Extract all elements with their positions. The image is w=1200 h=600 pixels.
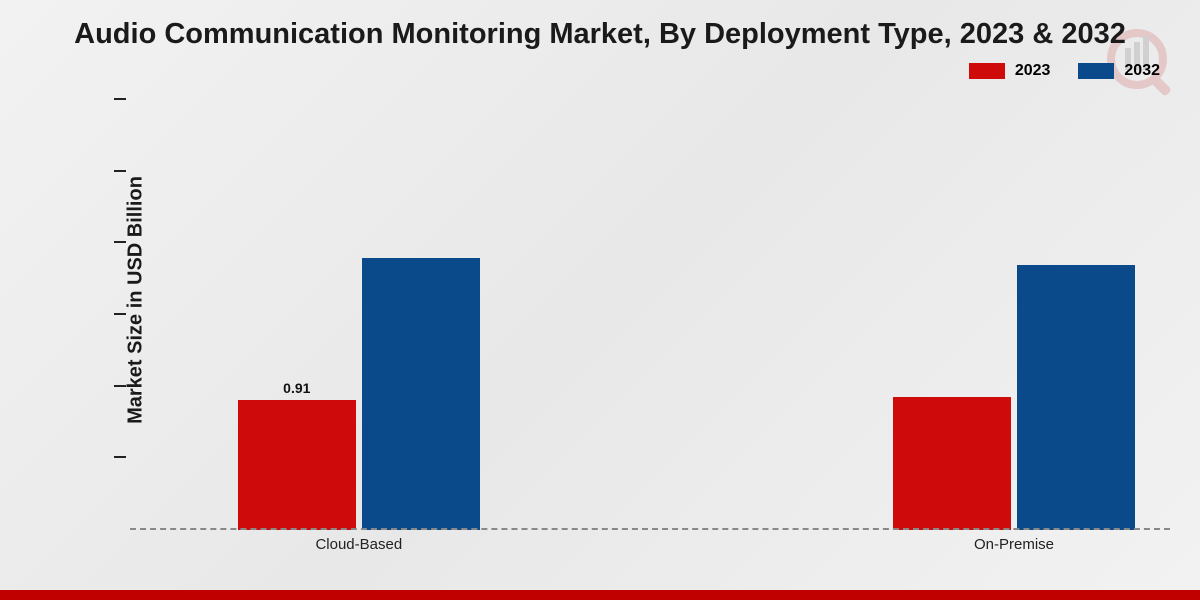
y-tick <box>114 456 126 458</box>
y-axis-ticks <box>114 100 130 530</box>
y-tick <box>114 170 126 172</box>
y-tick <box>114 241 126 243</box>
chart-title: Audio Communication Monitoring Market, B… <box>0 18 1200 51</box>
footer-accent-bar <box>0 590 1200 600</box>
y-tick <box>114 313 126 315</box>
bar <box>893 397 1011 530</box>
plot-area: 0.91Cloud-Based On-Premise <box>130 100 1170 530</box>
bar <box>1017 265 1135 530</box>
bar-group: 0.91Cloud-Based <box>238 258 480 530</box>
chart-canvas: Audio Communication Monitoring Market, B… <box>0 0 1200 600</box>
bar-value-label: 0.91 <box>283 380 310 396</box>
bar <box>362 258 480 530</box>
x-axis-baseline <box>130 528 1170 530</box>
legend-swatch-2023 <box>969 63 1005 79</box>
legend-item-2032: 2032 <box>1078 62 1160 80</box>
legend-swatch-2032 <box>1078 63 1114 79</box>
legend: 2023 2032 <box>969 62 1160 80</box>
y-tick <box>114 385 126 387</box>
bar: 0.91 <box>238 400 356 530</box>
x-tick-label: On-Premise <box>974 536 1054 553</box>
y-tick <box>114 98 126 100</box>
x-tick-label: Cloud-Based <box>315 536 402 553</box>
legend-label-2032: 2032 <box>1124 62 1160 80</box>
legend-item-2023: 2023 <box>969 62 1051 80</box>
bar-group: On-Premise <box>893 265 1135 530</box>
legend-label-2023: 2023 <box>1015 62 1051 80</box>
